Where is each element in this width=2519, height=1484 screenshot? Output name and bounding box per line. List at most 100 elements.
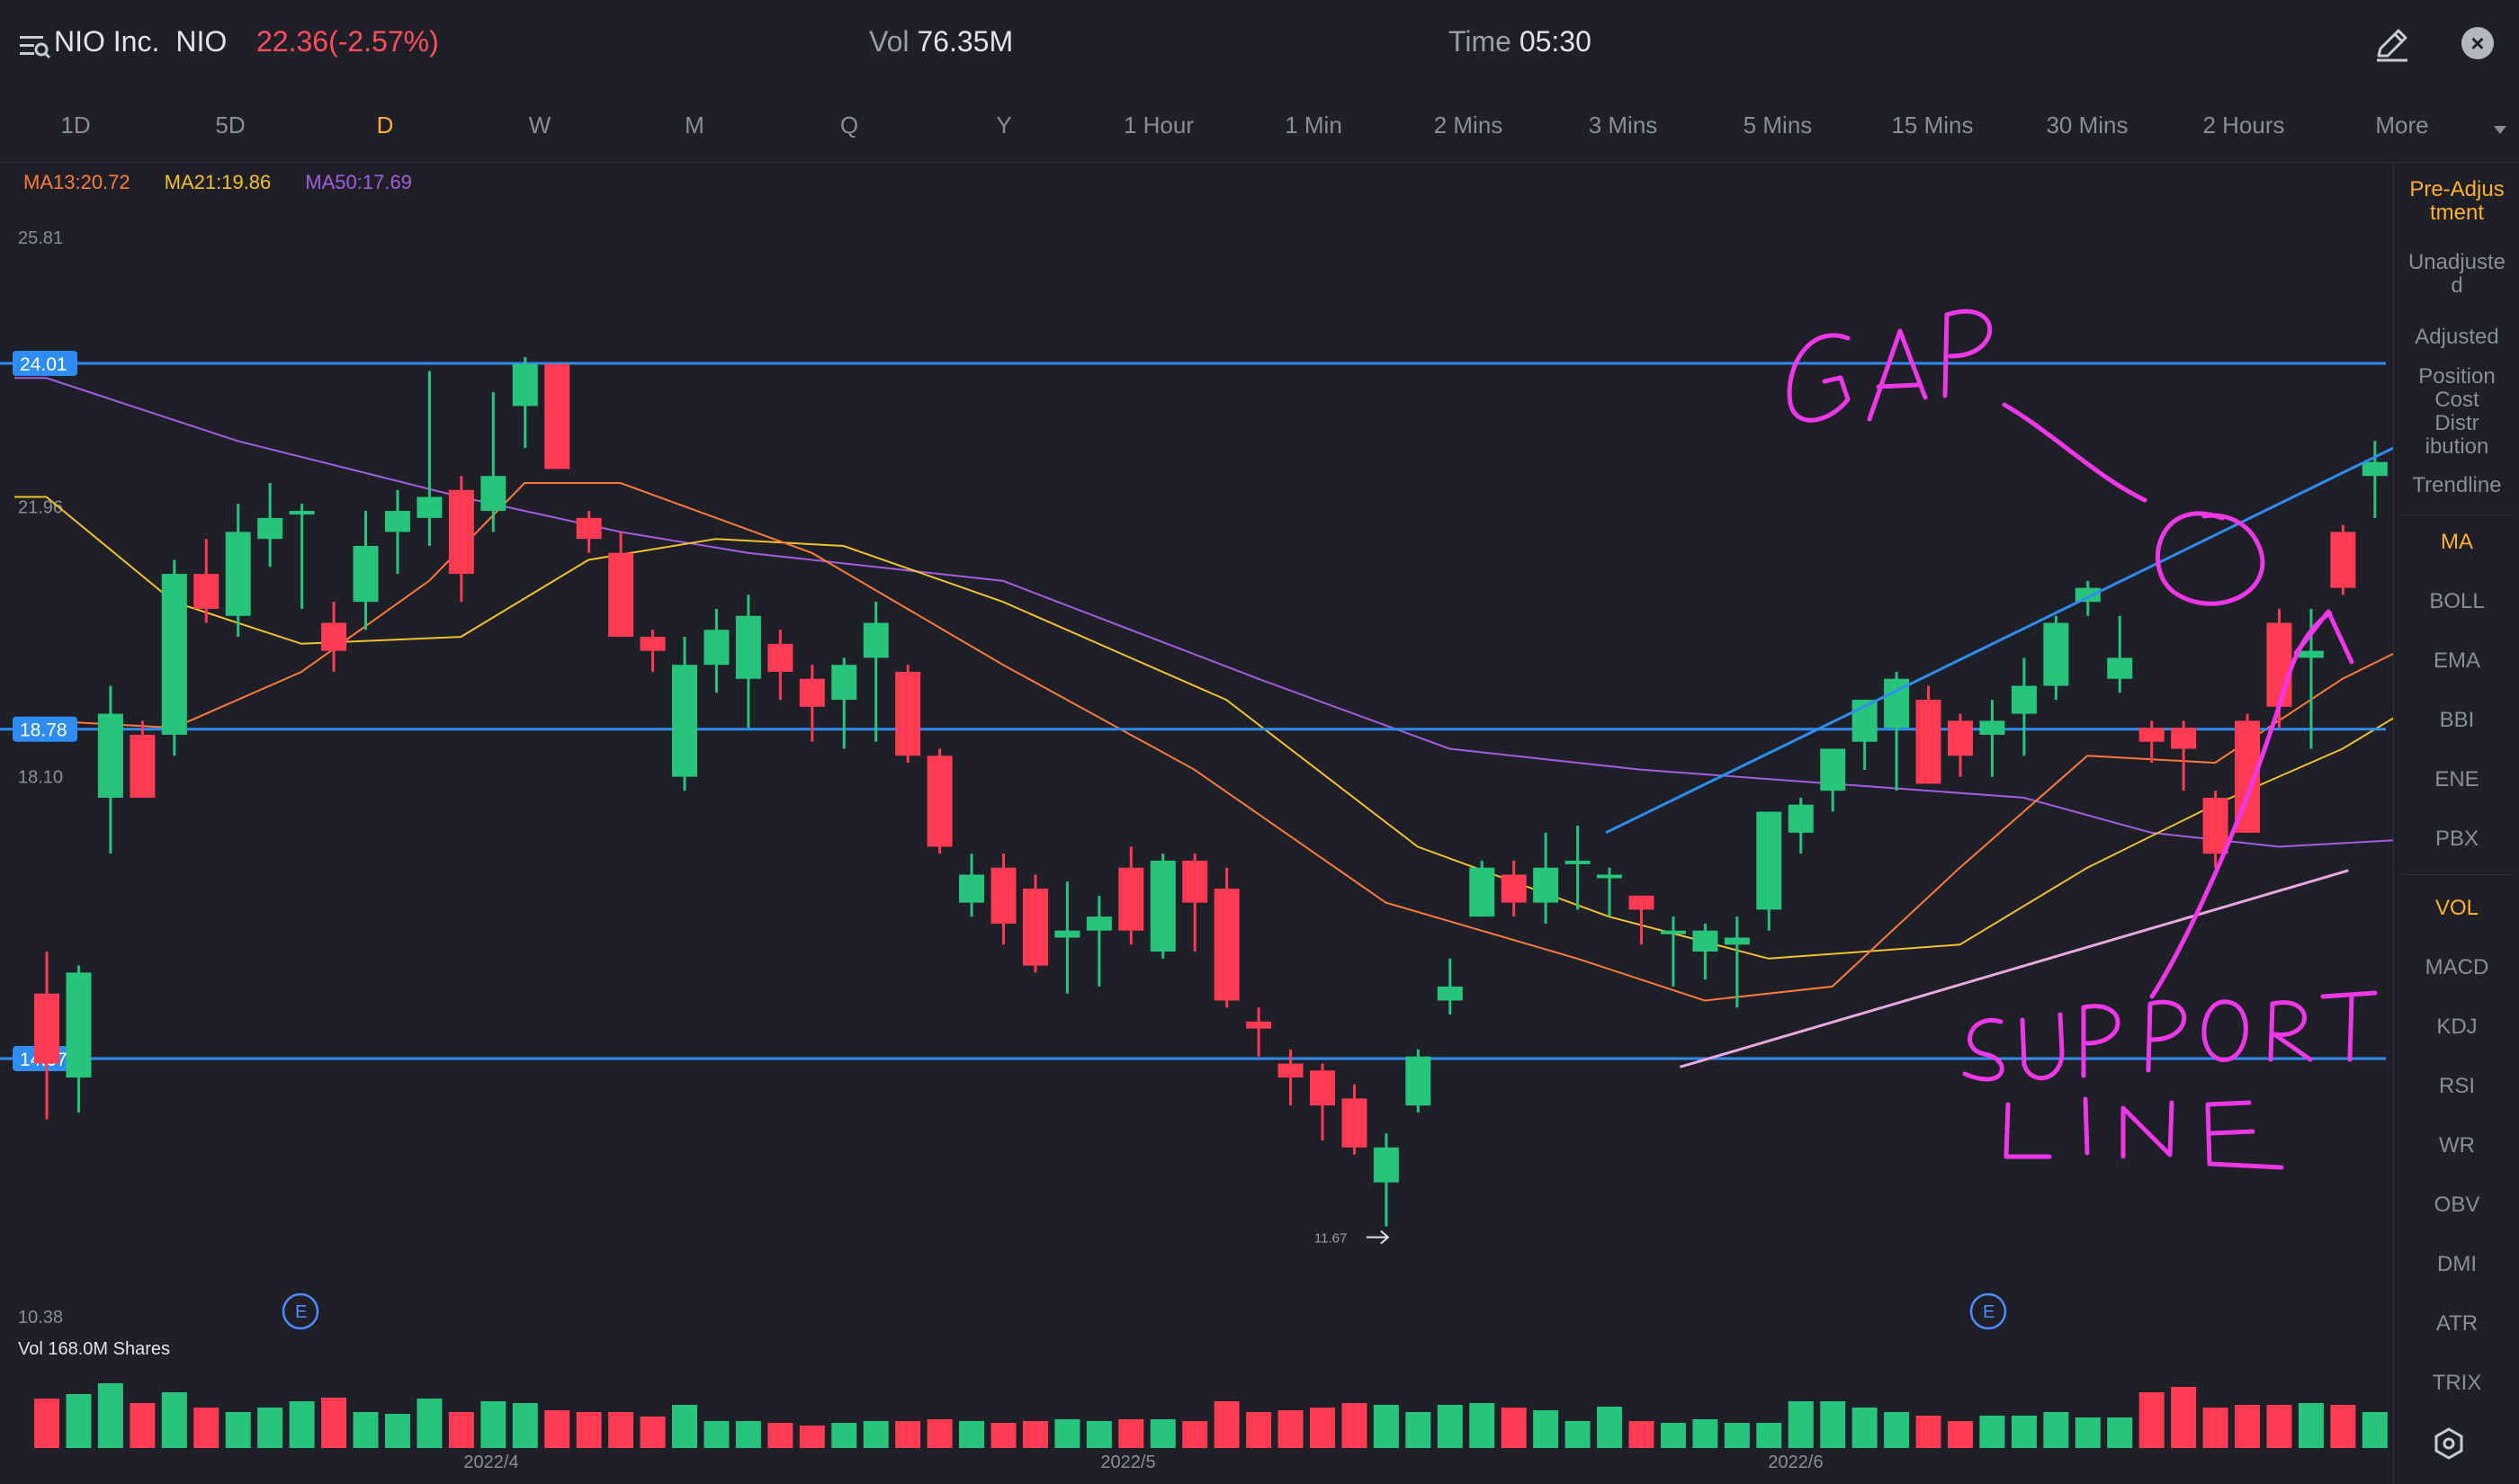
volume-bar[interactable] xyxy=(2202,1408,2228,1448)
sidebar-item-position-cost-distr-ibution[interactable]: Position Cost Distr ibution xyxy=(2418,364,2496,459)
candle-body[interactable] xyxy=(1724,937,1750,945)
candle-body[interactable] xyxy=(1054,930,1080,938)
candle-body[interactable] xyxy=(767,643,793,672)
volume-bar[interactable] xyxy=(448,1412,474,1448)
volume-bar[interactable] xyxy=(1851,1408,1878,1448)
volume-bar[interactable] xyxy=(1150,1419,1176,1448)
sidebar-item-adjusted[interactable]: Adjusted xyxy=(2415,325,2499,349)
volume-bar[interactable] xyxy=(384,1414,410,1448)
candle-body[interactable] xyxy=(1310,1070,1335,1106)
sidebar-item-ma[interactable]: MA xyxy=(2441,530,2473,554)
volume-bar[interactable] xyxy=(1915,1416,1941,1448)
candle-body[interactable] xyxy=(2171,728,2197,749)
sidebar-item-ema[interactable]: EMA xyxy=(2433,648,2480,673)
candle-body[interactable] xyxy=(2011,685,2037,714)
candle-body[interactable] xyxy=(1437,986,1463,1001)
volume-bar[interactable] xyxy=(1182,1421,1208,1448)
candle-body[interactable] xyxy=(1820,748,1846,791)
volume-bar[interactable] xyxy=(1341,1403,1367,1448)
tab-1-min[interactable]: 1 Min xyxy=(1285,112,1342,139)
tab-d[interactable]: D xyxy=(376,112,394,139)
sidebar-item-vol[interactable]: VOL xyxy=(2434,896,2479,920)
volume-bar[interactable] xyxy=(1533,1410,1559,1448)
volume-bar[interactable] xyxy=(704,1421,730,1448)
candle-body[interactable] xyxy=(2362,461,2388,477)
volume-bar[interactable] xyxy=(1054,1419,1080,1448)
candle-body[interactable] xyxy=(1788,804,1814,833)
tab-m[interactable]: M xyxy=(685,112,704,139)
volume-bar[interactable] xyxy=(2075,1417,2101,1448)
candle-body[interactable] xyxy=(895,671,921,756)
tab-1-hour[interactable]: 1 Hour xyxy=(1123,112,1195,139)
trendline[interactable] xyxy=(1605,385,2393,835)
candle-body[interactable] xyxy=(1086,916,1112,931)
candle-body[interactable] xyxy=(2075,587,2101,603)
volume-bar[interactable] xyxy=(544,1410,570,1448)
candle-body[interactable] xyxy=(448,489,474,575)
candle-body[interactable] xyxy=(384,511,410,532)
support-trendline[interactable] xyxy=(1679,869,2349,1068)
volume-bar[interactable] xyxy=(799,1426,825,1448)
sidebar-item-atr[interactable]: ATR xyxy=(2435,1311,2479,1336)
volume-bar[interactable] xyxy=(1373,1405,1399,1448)
candle-body[interactable] xyxy=(735,615,761,679)
sidebar-item-kdj[interactable]: KDJ xyxy=(2436,1015,2478,1039)
tab-y[interactable]: Y xyxy=(996,112,1012,139)
volume-bar[interactable] xyxy=(2107,1417,2133,1448)
sidebar-item-bbi[interactable]: BBI xyxy=(2439,708,2475,732)
volume-bar[interactable] xyxy=(512,1403,538,1448)
sidebar-item-boll[interactable]: BOLL xyxy=(2429,589,2485,613)
volume-bar[interactable] xyxy=(959,1421,985,1448)
sidebar-item-trendline[interactable]: Trendline xyxy=(2412,473,2502,497)
candle-body[interactable] xyxy=(1979,720,2005,735)
candle-body[interactable] xyxy=(2330,532,2356,588)
tab-30-mins[interactable]: 30 Mins xyxy=(2046,112,2129,139)
tab-15-mins[interactable]: 15 Mins xyxy=(1891,112,1974,139)
volume-bar[interactable] xyxy=(289,1401,315,1448)
volume-bar[interactable] xyxy=(1948,1421,1973,1448)
candle-body[interactable] xyxy=(34,993,59,1064)
sidebar-item-rsi[interactable]: RSI xyxy=(2438,1074,2475,1098)
volume-bar[interactable] xyxy=(480,1401,506,1448)
candle-body[interactable] xyxy=(1246,1021,1272,1029)
candle-body[interactable] xyxy=(1564,860,1591,864)
volume-bar[interactable] xyxy=(2043,1412,2069,1448)
tab-2-mins[interactable]: 2 Mins xyxy=(1433,112,1503,139)
candle-body[interactable] xyxy=(672,665,697,777)
candle-body[interactable] xyxy=(1756,811,1782,910)
volume-bar[interactable] xyxy=(1118,1419,1144,1448)
sidebar-item-obv[interactable]: OBV xyxy=(2434,1193,2480,1217)
volume-bar[interactable] xyxy=(1788,1401,1814,1448)
volume-bar[interactable] xyxy=(257,1408,283,1448)
volume-bar[interactable] xyxy=(97,1383,123,1448)
volume-bar[interactable] xyxy=(831,1423,857,1448)
candle-body[interactable] xyxy=(1405,1056,1431,1106)
candle-body[interactable] xyxy=(544,363,570,469)
candle-body[interactable] xyxy=(1501,874,1527,903)
volume-bar[interactable] xyxy=(1277,1410,1304,1448)
tab-3-mins[interactable]: 3 Mins xyxy=(1588,112,1658,139)
menu-search-icon[interactable] xyxy=(18,31,54,63)
candle-body[interactable] xyxy=(2266,622,2292,707)
sidebar-item-unadjuste-d[interactable]: Unadjuste d xyxy=(2407,250,2506,298)
candle-body[interactable] xyxy=(193,574,220,609)
volume-bar[interactable] xyxy=(1628,1421,1654,1448)
candle-body[interactable] xyxy=(927,755,953,847)
volume-bar[interactable] xyxy=(863,1421,889,1448)
candle-body[interactable] xyxy=(1341,1098,1367,1148)
volume-bar[interactable] xyxy=(2138,1392,2165,1448)
candle-body[interactable] xyxy=(1915,700,1941,784)
volume-bar[interactable] xyxy=(66,1394,92,1448)
volume-bar[interactable] xyxy=(130,1403,156,1448)
sidebar-item-dmi[interactable]: DMI xyxy=(2437,1252,2477,1276)
volume-bar[interactable] xyxy=(1501,1408,1527,1448)
tab-w[interactable]: W xyxy=(528,112,551,139)
candle-body[interactable] xyxy=(1948,720,1973,756)
volume-bar[interactable] xyxy=(640,1417,666,1448)
volume-bar[interactable] xyxy=(34,1399,59,1448)
tab-q[interactable]: Q xyxy=(839,112,859,139)
volume-bar[interactable] xyxy=(1660,1423,1686,1448)
candle-body[interactable] xyxy=(130,734,156,798)
candlestick-chart[interactable]: 25.8121.9618.1010.3824.0118.7814.0724.43… xyxy=(0,0,2393,1484)
volume-bar[interactable] xyxy=(2266,1405,2292,1448)
